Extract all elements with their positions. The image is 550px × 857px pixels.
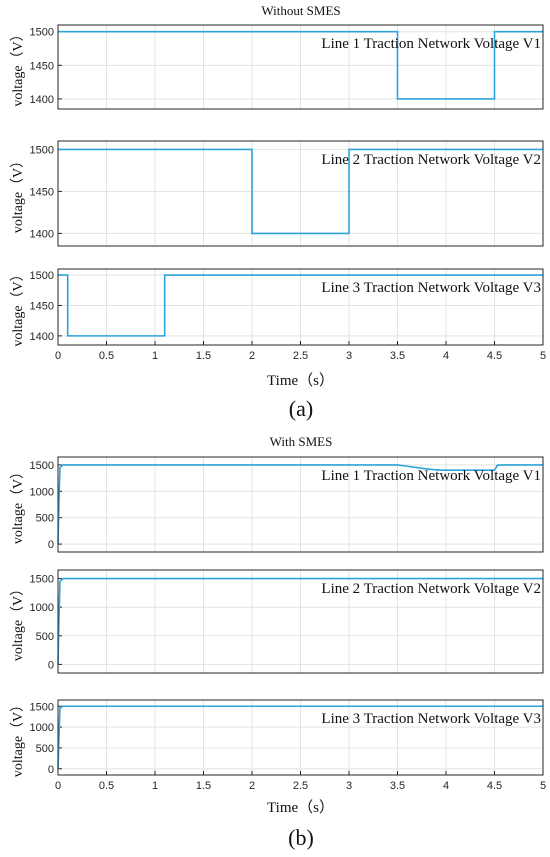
- y-tick-label: 1450: [30, 300, 54, 312]
- voltage-series-line: [58, 148, 543, 235]
- x-tick-label: 3.5: [390, 350, 405, 362]
- x-axis-label: Time（s）: [267, 799, 334, 816]
- x-axis-label: Time（s）: [267, 372, 334, 389]
- y-tick-label: 1500: [30, 574, 54, 586]
- x-tick-label: 0: [55, 350, 61, 362]
- y-tick-label: 1500: [30, 27, 54, 39]
- x-tick-label: 5: [540, 350, 546, 362]
- x-tick-label: 4.5: [487, 780, 502, 792]
- y-tick-label: 1400: [30, 94, 54, 106]
- y-tick-label: 500: [36, 631, 54, 643]
- plot-frame: [57, 456, 544, 553]
- y-tick-label: 0: [48, 539, 54, 551]
- x-tick-label: 2.5: [293, 780, 308, 792]
- panel-a-1: 1400 1450 1500 Line 1 Traction Network Volt…: [10, 24, 544, 110]
- voltage-series-line: [58, 274, 543, 337]
- panel-a-3: 1400 1450 1500 0 0.5 1 1.5 2 2.5 3 3.5 4 4.5 5 Line 3 …: [10, 267, 546, 389]
- voltage-series-line: [57, 705, 543, 769]
- y-axis-label: voltage（V）: [10, 267, 26, 346]
- x-tick-label: 4: [443, 350, 449, 362]
- x-tick-label: 0: [55, 780, 61, 792]
- y-tick-label: 1000: [30, 602, 54, 614]
- plot-frame: [57, 140, 544, 247]
- y-tick-label: 500: [36, 513, 54, 525]
- y-tick-label: 0: [48, 659, 54, 671]
- plot-frame: [57, 24, 544, 110]
- panel-b-2: 0 500 1000 1500 Line 2 Traction Network Volt…: [10, 569, 544, 674]
- y-axis-label: voltage（V）: [10, 698, 26, 777]
- y-tick-label: 1500: [30, 270, 54, 282]
- x-tick-label: 1.5: [196, 350, 211, 362]
- y-tick-label: 1500: [30, 144, 54, 156]
- y-tick-label: 1000: [30, 486, 54, 498]
- caption-b: (b): [288, 825, 314, 850]
- y-tick-label: 1500: [30, 701, 54, 713]
- x-tick-label: 4: [443, 780, 449, 792]
- y-axis-label: voltage（V）: [10, 582, 26, 661]
- line-annotation: Line 3 Traction Network Voltage V3: [321, 280, 541, 296]
- panel-b-3: 0 500 1000 1500 0 0.5 1 1.5 2 2.5 3 3.5 4 4.5 5 Line 3 …: [10, 698, 546, 816]
- x-tick-label: 3: [346, 780, 352, 792]
- x-tick-label: 1: [152, 350, 158, 362]
- line-annotation: Line 1 Traction Network Voltage V1: [321, 36, 541, 52]
- title-b: With SMES: [270, 434, 333, 449]
- x-tick-label: 1.5: [196, 780, 211, 792]
- x-tick-label: 1: [152, 780, 158, 792]
- line-annotation: Line 3 Traction Network Voltage V3: [321, 711, 541, 727]
- x-tick-label: 4.5: [487, 350, 502, 362]
- y-axis-label: voltage（V）: [10, 154, 26, 233]
- voltage-series-line: [58, 30, 543, 100]
- x-tick-label: 0.5: [99, 350, 114, 362]
- line-annotation: Line 2 Traction Network Voltage V2: [321, 581, 541, 597]
- voltage-series-line: [57, 577, 543, 665]
- x-tick-label: 3: [346, 350, 352, 362]
- voltage-series-line: [57, 464, 543, 545]
- x-tick-label: 2.5: [293, 350, 308, 362]
- y-tick-label: 1500: [30, 460, 54, 472]
- plot-frame: [57, 699, 544, 776]
- y-tick-label: 1450: [30, 60, 54, 72]
- title-a: Without SMES: [261, 3, 340, 18]
- panel-a-2: 1400 1450 1500 Line 2 Traction Network Volt…: [10, 140, 544, 247]
- y-tick-label: 1400: [30, 228, 54, 240]
- y-tick-label: 0: [48, 764, 54, 776]
- y-tick-label: 1450: [30, 186, 54, 198]
- x-tick-label: 2: [249, 350, 255, 362]
- y-tick-label: 500: [36, 743, 54, 755]
- x-tick-label: 3.5: [390, 780, 405, 792]
- line-annotation: Line 1 Traction Network Voltage V1: [321, 468, 541, 484]
- y-tick-label: 1000: [30, 722, 54, 734]
- y-axis-label: voltage（V）: [10, 465, 26, 544]
- plot-frame: [57, 569, 544, 674]
- panel-b-1: 0 500 1000 1500 Line 1 Traction Network Volt…: [10, 456, 544, 553]
- y-axis-label: voltage（V）: [10, 27, 26, 106]
- line-annotation: Line 2 Traction Network Voltage V2: [321, 152, 541, 168]
- plot-frame: [57, 268, 544, 346]
- x-tick-label: 5: [540, 780, 546, 792]
- x-tick-label: 0.5: [99, 780, 114, 792]
- y-tick-label: 1400: [30, 331, 54, 343]
- x-tick-label: 2: [249, 780, 255, 792]
- caption-a: (a): [289, 396, 313, 421]
